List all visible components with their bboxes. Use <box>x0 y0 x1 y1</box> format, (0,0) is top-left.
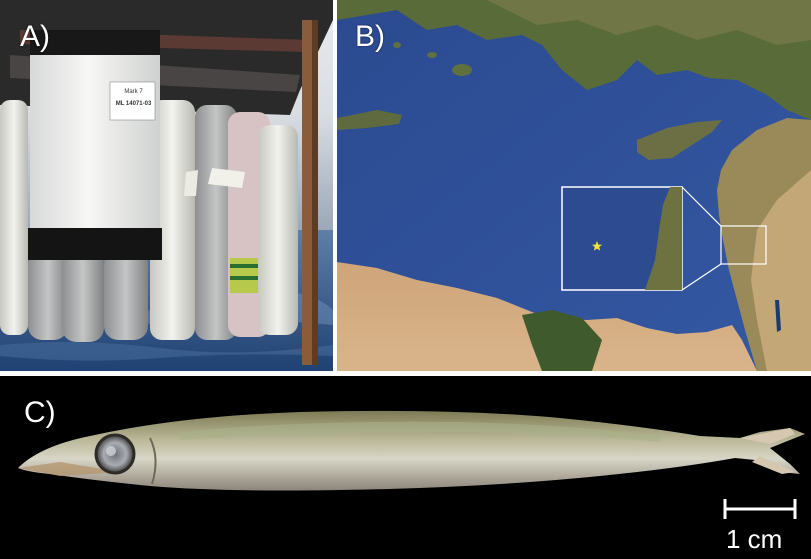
satellite-map <box>337 0 811 371</box>
fish-specimen <box>0 376 811 559</box>
panel-c-fish-photo: C) 1 cm <box>0 376 811 559</box>
sampler-tag-line2: ML 14071-03 <box>112 98 155 110</box>
panel-b-map: B) <box>337 0 811 371</box>
panel-b-label: B) <box>355 22 385 52</box>
panel-c-label: C) <box>24 398 56 428</box>
sampler-photo <box>0 0 333 371</box>
scale-bar-label: 1 cm <box>726 526 782 552</box>
sampler-tag-line1: Mark 7 <box>112 86 155 98</box>
panel-a-label: A) <box>20 22 50 52</box>
panel-a-sampler-photo: Mark 7 ML 14071-03 A) <box>0 0 333 371</box>
